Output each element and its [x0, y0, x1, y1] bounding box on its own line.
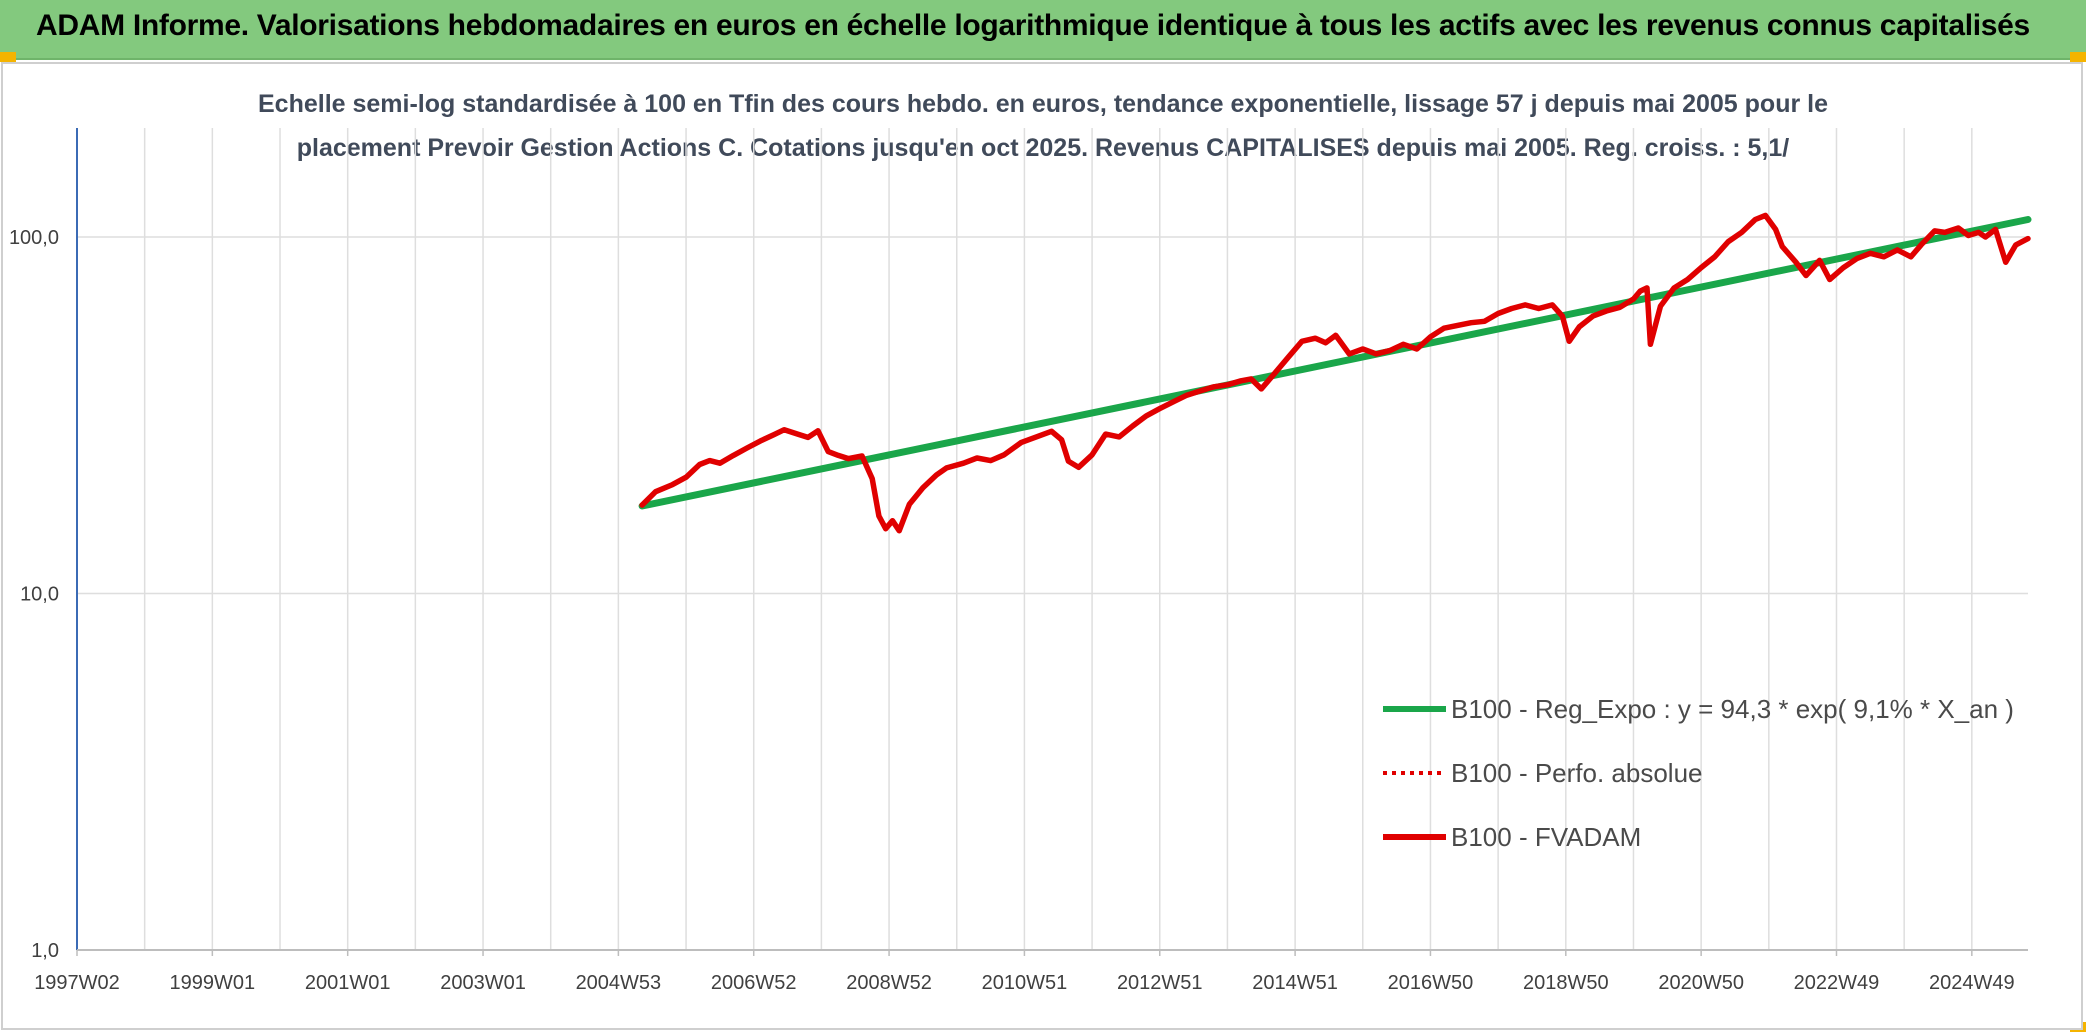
series-line-2: [639, 212, 2031, 534]
chart-axes: [76, 128, 2028, 956]
x-tick-label: 2001W01: [305, 972, 391, 994]
chart-series: [638, 212, 2032, 534]
banner-title: ADAM Informe. Valorisations hebdomadaire…: [36, 9, 2030, 42]
chart-grid: [76, 128, 2028, 950]
x-tick-label: 1999W01: [170, 972, 256, 994]
header-banner: ADAM Informe. Valorisations hebdomadaire…: [0, 0, 2086, 60]
x-tick-label: 2010W51: [982, 972, 1068, 994]
x-tick-label: 2012W51: [1117, 972, 1203, 994]
legend-label-1: B100 - Perfo. absolue: [1451, 758, 1703, 788]
chart-title-line-2: placement Prevoir Gestion Actions C. Cot…: [296, 134, 1790, 162]
chart-legend: B100 - Reg_Expo : y = 94,3 * exp( 9,1% *…: [1383, 694, 2014, 852]
x-tick-label: 2006W52: [711, 972, 797, 994]
x-tick-label: 2016W50: [1388, 972, 1474, 994]
x-tick-label: 2003W01: [440, 972, 526, 994]
chart-tick-labels: 1,0 10,0 100,0 1997W02 1999W01 2001W01 2003W01…: [9, 227, 2015, 994]
x-tick-label: 2008W52: [846, 972, 932, 994]
x-tick-label: 2018W50: [1523, 972, 1609, 994]
legend-label-0: B100 - Reg_Expo : y = 94,3 * exp( 9,1% *…: [1451, 694, 2014, 724]
x-tick-label: 2022W49: [1794, 972, 1880, 994]
y-tick-label: 1,0: [31, 940, 59, 962]
x-tick-label: 2004W53: [576, 972, 662, 994]
corner-marker-left: [0, 52, 16, 62]
x-tick-label: 2024W49: [1929, 972, 2015, 994]
x-tick-label: 1997W02: [34, 972, 120, 994]
chart-title-line-1: Echelle semi-log standardisée à 100 en T…: [258, 90, 1828, 118]
y-tick-label: 10,0: [20, 584, 59, 606]
x-tick-label: 2020W50: [1658, 972, 1744, 994]
x-tick-label: 2014W51: [1252, 972, 1338, 994]
y-tick-label: 100,0: [9, 227, 59, 249]
corner-marker-right: [2070, 52, 2086, 62]
legend-label-2: B100 - FVADAM: [1451, 822, 1641, 852]
